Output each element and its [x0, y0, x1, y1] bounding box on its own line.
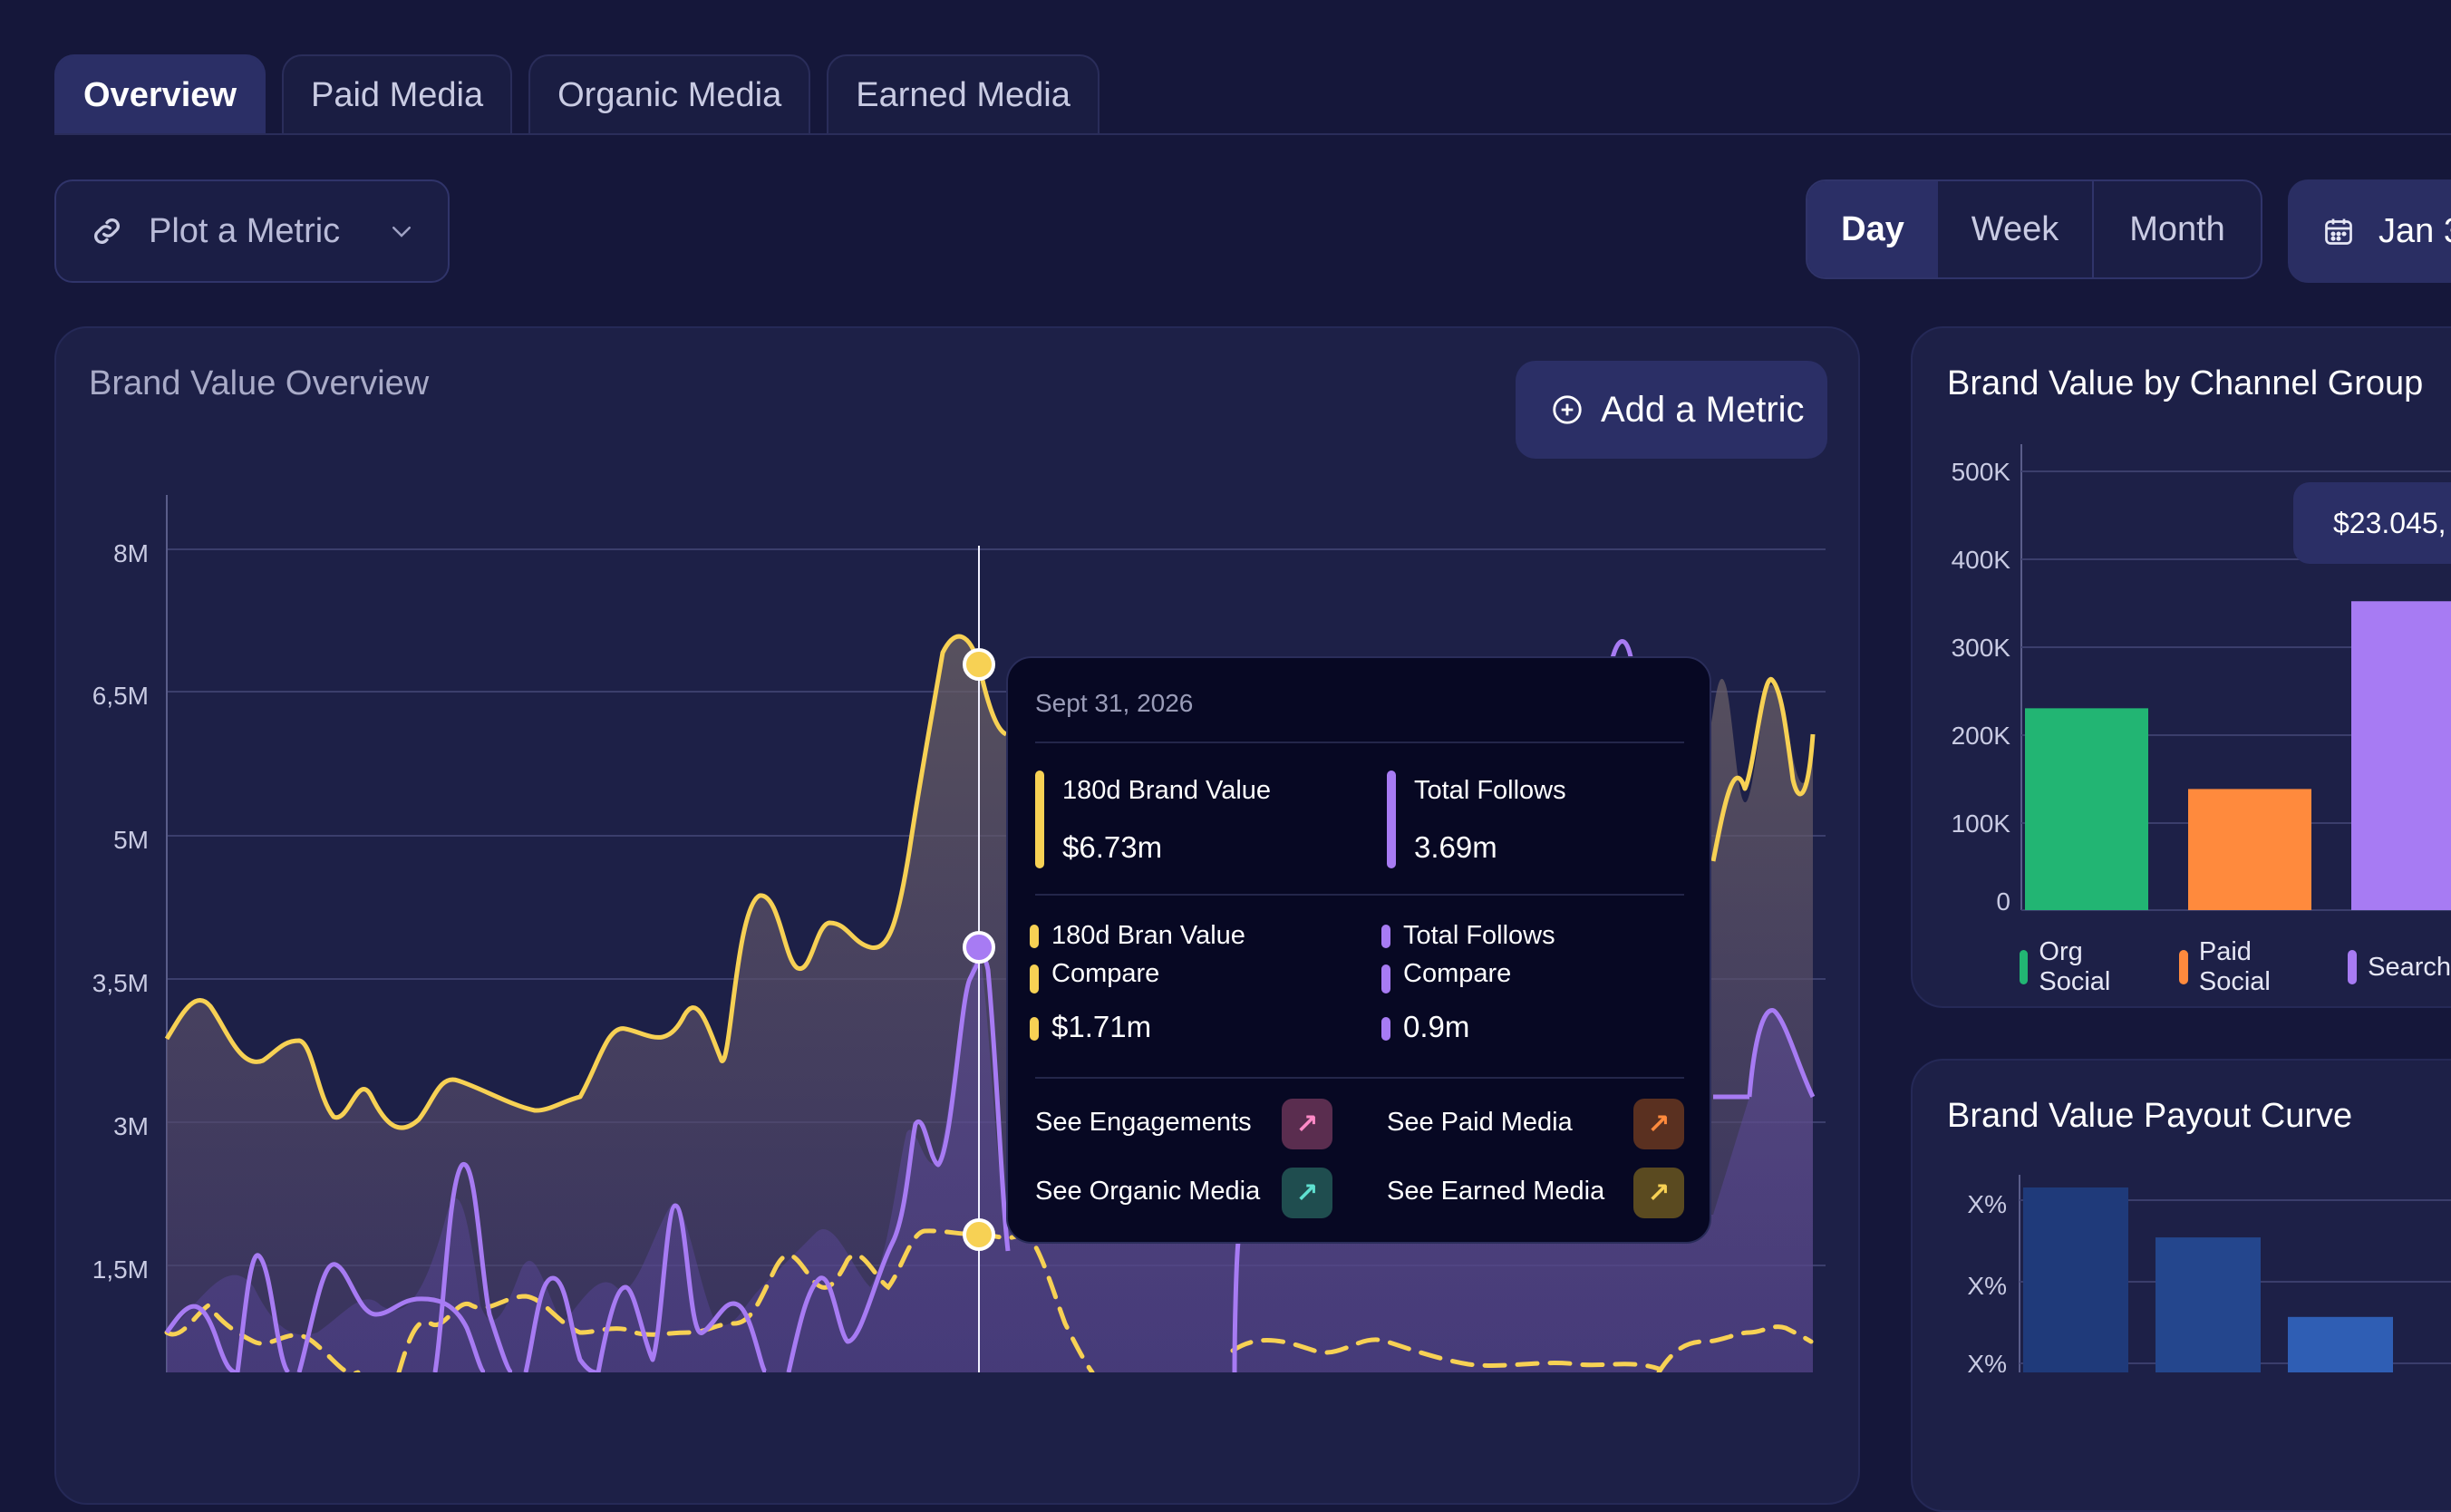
payout-bar-chart: X% X% X%: [1967, 1175, 2451, 1372]
tooltip-compare1-value: $1.71m: [1051, 1010, 1152, 1043]
brand-value-overview-title: Brand Value Overview: [89, 364, 430, 402]
payout-bar[interactable]: [2288, 1316, 2393, 1372]
tooltip-divider: [1035, 1077, 1684, 1079]
legend-item-paid-social: Paid Social: [2179, 937, 2322, 997]
y-tick-label: 3M: [113, 1112, 149, 1140]
link-icon: [94, 218, 120, 244]
channel-bar-chart: 500K 400K 300K 200K 100K 0 $23.045,: [1952, 444, 2451, 916]
tooltip-date: Sept 31, 2026: [1035, 689, 1194, 717]
legend-label: Paid Social: [2198, 937, 2271, 996]
see-paid-media-link[interactable]: See Paid Media: [1387, 1108, 1573, 1137]
tab-divider: [54, 133, 2451, 135]
payout-chart-title: Brand Value Payout Curve: [1947, 1097, 2353, 1135]
bar-org-social[interactable]: [2025, 708, 2148, 910]
brand-value-line: [164, 634, 1008, 1130]
bar-paid-social[interactable]: [2188, 789, 2311, 910]
add-metric-button[interactable]: Add a Metric: [1516, 361, 1827, 459]
channel-chart-title: Brand Value by Channel Group: [1947, 364, 2424, 402]
y-tick-label: 100K: [1952, 809, 2011, 838]
y-tick-label: 0: [1996, 887, 2010, 916]
y-tick-label: 400K: [1952, 546, 2011, 574]
see-engagements-link[interactable]: See Engagements: [1035, 1108, 1252, 1137]
y-tick-label: 8M: [113, 539, 149, 567]
total-follows-line: [164, 955, 1816, 1372]
payout-bar[interactable]: [2156, 1237, 2261, 1372]
see-earned-media-link[interactable]: See Earned Media: [1387, 1177, 1605, 1206]
legend-label: Org Social: [2039, 937, 2111, 996]
brand-value-indicator: [1035, 771, 1044, 868]
compare-indicator: [1381, 1017, 1390, 1041]
bar-value-label: $23.045,: [2333, 507, 2446, 539]
date-range-label: Jan 3: [2378, 211, 2451, 250]
arrow-up-right-icon[interactable]: ↗: [1633, 1168, 1684, 1218]
arrow-up-right-icon[interactable]: ↗: [1282, 1168, 1332, 1218]
compare-indicator: [1030, 925, 1039, 948]
date-range-button[interactable]: Jan 3: [2288, 179, 2451, 283]
plus-circle-icon: [1553, 395, 1582, 424]
brand-value-line-right: [1710, 677, 1816, 862]
legend-swatch: [2179, 950, 2188, 984]
tooltip-divider: [1035, 894, 1684, 896]
brand-value-point: [963, 648, 995, 681]
y-tick-label: X%: [1967, 1350, 2007, 1372]
period-day[interactable]: Day: [1807, 181, 1938, 277]
plot-metric-dropdown[interactable]: Plot a Metric: [54, 179, 450, 283]
tooltip-compare2-label: Total Follows: [1403, 921, 1555, 950]
compare-indicator: [1030, 964, 1039, 993]
tooltip-metric2-value: 3.69m: [1414, 830, 1497, 864]
legend-swatch: [2348, 950, 2358, 984]
tooltip-metric1-label: 180d Brand Value: [1062, 776, 1272, 805]
legend-label: Search: [2368, 952, 2451, 982]
bar-search[interactable]: [2351, 601, 2451, 910]
legend-item-search: Search: [2348, 937, 2451, 997]
y-tick-label: 5M: [113, 826, 149, 854]
chevron-down-icon: [392, 227, 411, 237]
tooltip-metric2-label: Total Follows: [1414, 776, 1566, 805]
bar-value-callout: [2293, 482, 2451, 564]
legend-item-org-social: Org Social: [2020, 937, 2154, 997]
tooltip-compare2-label-2: Compare: [1403, 959, 1512, 988]
legend-swatch: [2020, 950, 2029, 984]
y-tick-label: 300K: [1952, 634, 2011, 662]
tab-organic-media[interactable]: Organic Media: [528, 54, 811, 134]
period-week[interactable]: Week: [1938, 181, 2094, 277]
y-tick-label: 200K: [1952, 722, 2011, 750]
channel-legend: Org Social Paid Social Search: [2020, 937, 2451, 997]
payout-bar[interactable]: [2023, 1187, 2128, 1372]
brand-value-compare-line-mid: [1230, 1337, 1661, 1371]
y-tick-label: 1,5M: [92, 1255, 149, 1284]
arrow-up-right-icon[interactable]: ↗: [1633, 1099, 1684, 1149]
calendar-icon: [2325, 218, 2352, 245]
chart-tooltip: Sept 31, 2026 180d Brand Value $6.73m To…: [1006, 656, 1711, 1244]
period-month[interactable]: Month: [2129, 209, 2225, 248]
total-follows-area: [167, 947, 1813, 1372]
tooltip-divider: [1035, 741, 1684, 743]
plot-metric-label: Plot a Metric: [149, 211, 341, 250]
total-follows-indicator: [1387, 771, 1396, 868]
tooltip-metric1-value: $6.73m: [1062, 830, 1163, 864]
tab-bar: Overview Paid Media Organic Media Earned…: [54, 54, 1100, 134]
y-tick-label: 500K: [1952, 458, 2011, 486]
brand-value-compare-line: [164, 1228, 1814, 1372]
compare-indicator: [1381, 925, 1390, 948]
arrow-up-right-icon[interactable]: ↗: [1282, 1099, 1332, 1149]
tab-earned-media[interactable]: Earned Media: [827, 54, 1100, 134]
tab-paid-media[interactable]: Paid Media: [282, 54, 513, 134]
compare-indicator: [1381, 964, 1390, 993]
tooltip-compare1-label-2: Compare: [1051, 959, 1160, 988]
total-follows-point: [963, 931, 995, 964]
tooltip-compare2-value: 0.9m: [1403, 1010, 1470, 1043]
y-tick-label: 3,5M: [92, 969, 149, 997]
compare-indicator: [1030, 1017, 1039, 1041]
period-selector: Day Week Month: [1806, 179, 2262, 279]
y-tick-label: X%: [1967, 1272, 2007, 1300]
tab-overview[interactable]: Overview: [54, 54, 266, 134]
tooltip-compare1-label: 180d Bran Value: [1051, 921, 1245, 950]
compare-point: [963, 1218, 995, 1251]
total-follows-spike: [1609, 639, 1634, 663]
y-tick-label: 6,5M: [92, 682, 149, 710]
add-metric-label: Add a Metric: [1601, 389, 1805, 430]
see-organic-media-link[interactable]: See Organic Media: [1035, 1177, 1261, 1206]
y-tick-label: X%: [1967, 1190, 2007, 1218]
